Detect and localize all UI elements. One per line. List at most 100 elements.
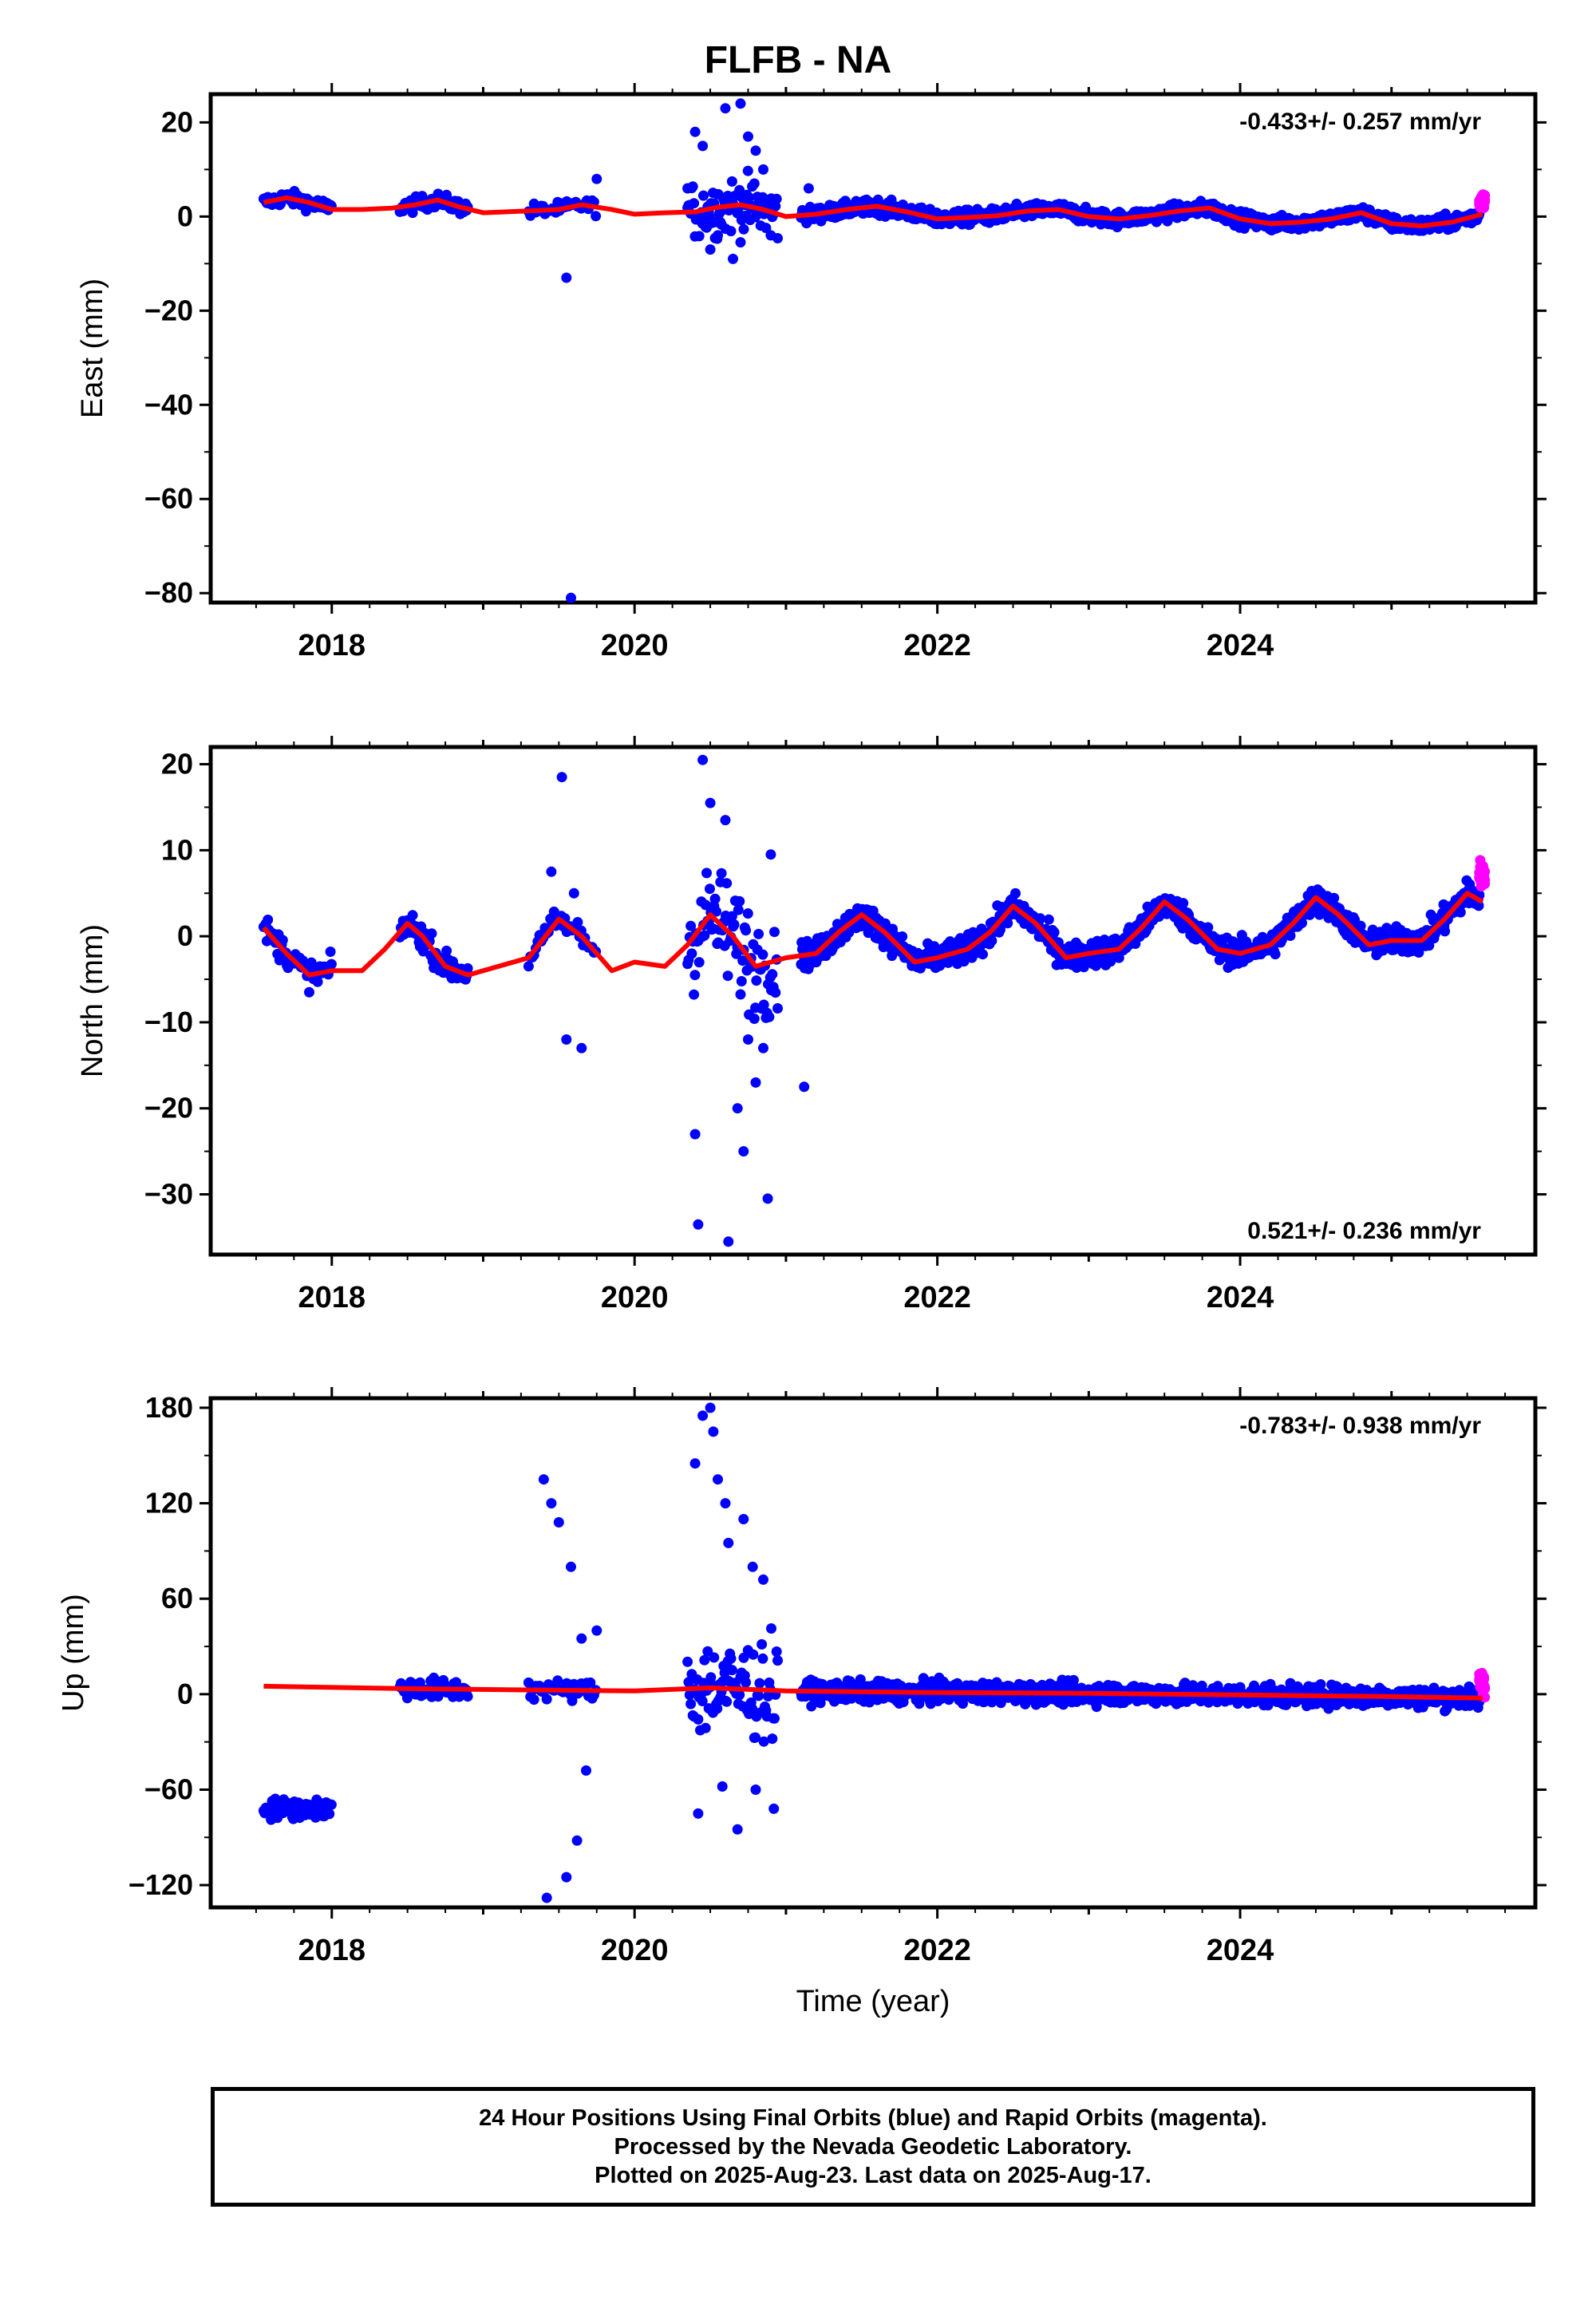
data-point [441, 945, 452, 956]
data-point [552, 1675, 563, 1686]
outlier-point [581, 1765, 591, 1776]
data-point [754, 1678, 765, 1689]
outlier-point [689, 1458, 701, 1469]
outlier-point [697, 754, 709, 765]
data-point [757, 1653, 768, 1664]
outlier-point [735, 98, 746, 109]
caption-line-3: Plotted on 2025-Aug-23. Last data on 202… [595, 2163, 1152, 2188]
outlier-point [743, 1034, 753, 1045]
data-point [585, 1677, 596, 1688]
x-tick-label: 2020 [601, 1934, 669, 1967]
x-tick-label: 2022 [903, 629, 971, 662]
outlier-point [720, 815, 731, 826]
data-point [711, 906, 721, 917]
data-point [301, 206, 311, 217]
y-tick-label: −120 [128, 1868, 193, 1901]
data-point [1203, 922, 1214, 933]
data-point [764, 1011, 775, 1022]
outlier-point [566, 1561, 576, 1572]
data-point [689, 989, 700, 1000]
data-point [753, 1690, 764, 1701]
outlier-point [713, 230, 723, 241]
data-point [1211, 1697, 1223, 1708]
data-point [722, 970, 733, 982]
outlier-point [720, 103, 731, 114]
outlier-point [689, 1128, 701, 1140]
caption-box: 24 Hour Positions Using Final Orbits (bl… [211, 2087, 1535, 2207]
chart-title: FLFB - NA [704, 39, 892, 81]
x-tick-label: 2020 [601, 629, 669, 662]
x-tick-label: 2020 [601, 1281, 669, 1314]
outlier-point [553, 1517, 564, 1528]
data-point [741, 925, 752, 936]
data-point [978, 949, 988, 960]
data-point [758, 999, 769, 1010]
outlier-point [723, 1537, 734, 1548]
data-point [263, 915, 274, 925]
data-point [683, 1677, 694, 1688]
data-points-east [258, 98, 1491, 603]
outlier-point [758, 1574, 768, 1585]
data-point [1035, 913, 1046, 924]
y-tick-label: 180 [145, 1391, 193, 1424]
outlier-point [762, 1193, 773, 1204]
outlier-point [705, 797, 716, 808]
data-point [769, 927, 780, 938]
data-point [701, 868, 712, 879]
x-tick-label: 2018 [298, 1934, 365, 1967]
outlier-point [747, 1561, 758, 1572]
data-point [1329, 892, 1340, 903]
x-tick-label: 2022 [903, 1281, 971, 1314]
y-tick-label: −40 [144, 388, 193, 421]
outlier-point [561, 272, 572, 283]
data-point [700, 899, 711, 911]
y-axis-label: Up (mm) [57, 1594, 90, 1712]
data-point [748, 1649, 759, 1660]
outlier-point [568, 887, 579, 899]
data-point [1285, 931, 1296, 941]
outlier-point [765, 230, 776, 241]
y-tick-label: 0 [177, 200, 193, 232]
data-point [733, 904, 744, 915]
data-point [685, 1698, 697, 1709]
outlier-point [723, 1236, 734, 1247]
data-point [709, 1652, 720, 1663]
data-point [721, 1696, 733, 1707]
data-point [767, 1733, 778, 1745]
outlier-point [697, 1410, 709, 1421]
data-point [750, 1732, 761, 1743]
y-tick-label: 0 [177, 1678, 193, 1710]
outlier-point [561, 1871, 572, 1883]
data-point [702, 1646, 713, 1657]
outlier-point [576, 1633, 587, 1644]
data-point [1178, 898, 1189, 909]
data-point [735, 237, 746, 248]
data-point [747, 1703, 758, 1714]
fit-curve [263, 195, 1483, 229]
data-point [771, 193, 782, 204]
data-point [426, 928, 437, 939]
rapid-point [1479, 866, 1491, 877]
data-point [705, 883, 715, 895]
outlier-point [750, 145, 761, 156]
data-point [325, 947, 336, 957]
data-point [433, 1691, 444, 1702]
rapid-point [1479, 1683, 1491, 1694]
data-point [734, 184, 745, 196]
outlier-point [556, 772, 567, 783]
outlier-point [738, 1146, 749, 1157]
rate-label: -0.783+/- 0.938 mm/yr [1239, 1413, 1481, 1439]
data-points-up [258, 1402, 1491, 1903]
panel-north: 20 10 0 −10 −20 −30 2018 2020 2022 2024 North (mm)… [76, 736, 1547, 1314]
outlier-point [591, 1625, 602, 1636]
data-point [760, 223, 772, 234]
data-point [751, 975, 762, 986]
fit-curve [263, 1683, 1483, 1701]
rate-label: -0.433+/- 0.257 mm/yr [1239, 109, 1481, 135]
data-point [326, 958, 337, 970]
data-point [738, 1652, 749, 1663]
panel-frame-north [208, 745, 1538, 1257]
outlier-point [541, 1892, 552, 1903]
y-tick-label: 20 [161, 748, 193, 781]
